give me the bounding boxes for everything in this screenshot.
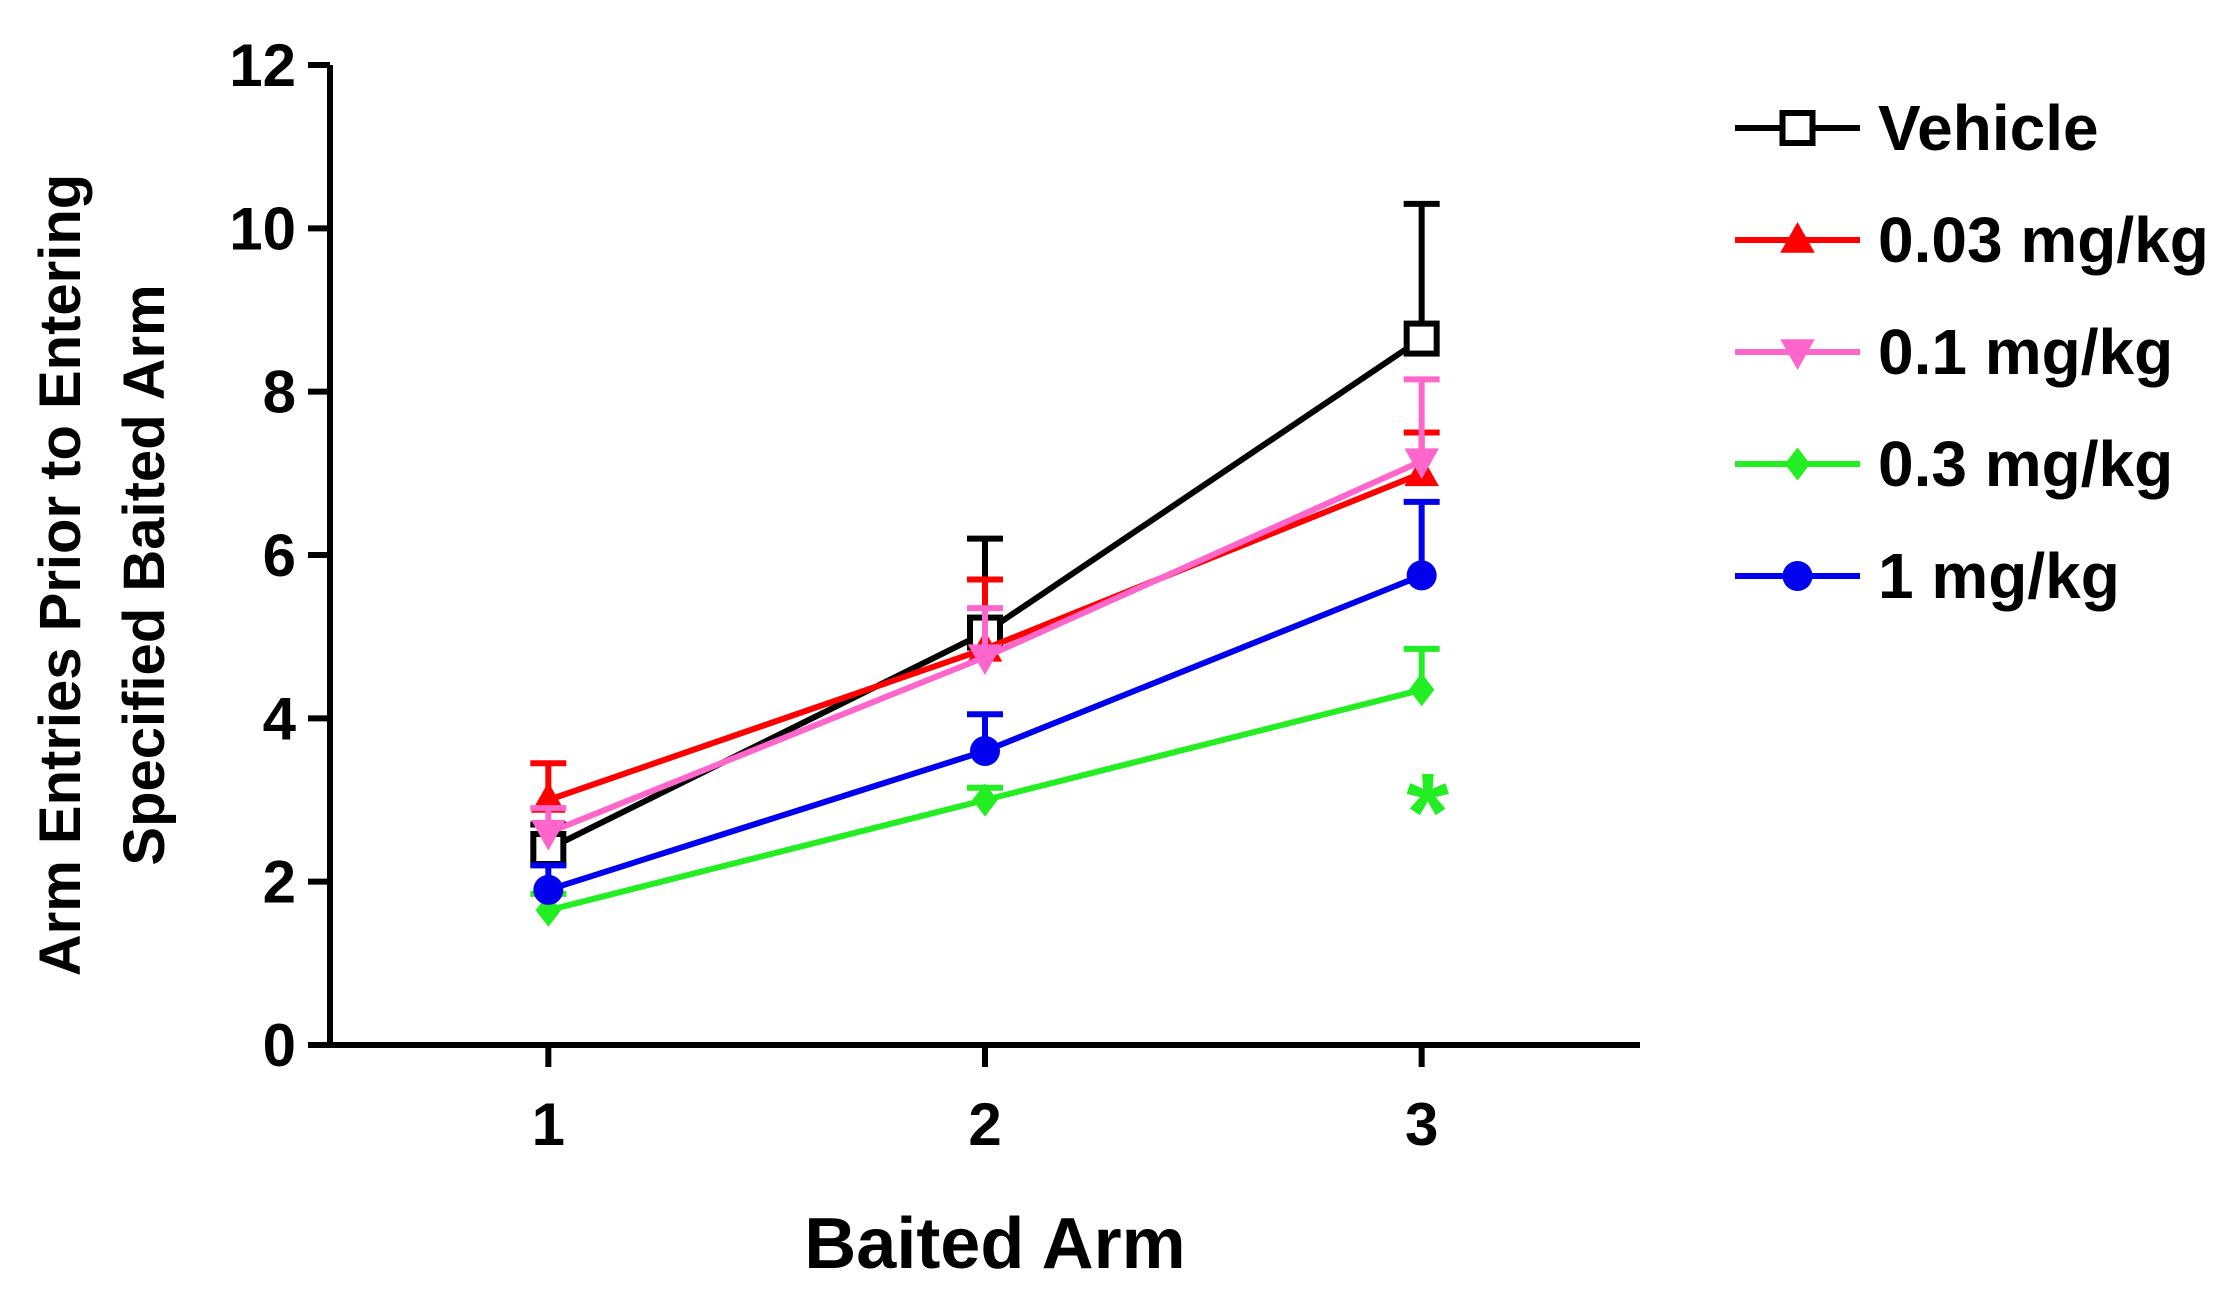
- y-tick-label: 0: [263, 1012, 296, 1079]
- legend-marker: [1779, 110, 1816, 146]
- legend-item: 1 mg/kg: [1735, 540, 2120, 612]
- y-tick-label: 4: [263, 685, 297, 752]
- y-tick-label: 8: [263, 359, 296, 426]
- legend-label: 0.3 mg/kg: [1878, 428, 2173, 500]
- data-point: [967, 644, 1003, 676]
- annotations: *: [1406, 751, 1449, 874]
- data-point: [533, 874, 564, 905]
- x-tick-label: 1: [532, 1091, 565, 1158]
- legend-item: 0.3 mg/kg: [1735, 428, 2173, 500]
- legend-item: Vehicle: [1735, 92, 2099, 164]
- legend-item: 0.03 mg/kg: [1735, 204, 2209, 276]
- y-axis-title-line: Arm Entries Prior to Entering: [28, 174, 93, 976]
- y-tick-label: 6: [263, 522, 296, 589]
- data-point: [1404, 448, 1439, 480]
- legend-label: 0.1 mg/kg: [1878, 316, 2173, 388]
- data-point: [1403, 320, 1440, 357]
- x-tick-label: 3: [1405, 1091, 1438, 1158]
- series-0-1-mg-kg: [530, 376, 1440, 851]
- data-point: [970, 736, 1000, 766]
- legend-marker: [1784, 447, 1811, 481]
- y-tick-label: 2: [263, 849, 296, 916]
- legend-marker: [1780, 222, 1815, 253]
- data-point: [1408, 673, 1435, 707]
- legend: Vehicle 0.03 mg/kg 0.1 mg/kg 0.3 mg/kg 1 mg/…: [1735, 92, 2209, 612]
- y-axis-title-line: Specified Baited Arm: [112, 284, 177, 865]
- legend-marker: [1780, 339, 1815, 370]
- x-axis-title: Baited Arm: [804, 1204, 1185, 1284]
- data-point: [1406, 560, 1437, 591]
- series-layer: [530, 200, 1440, 927]
- legend-label: 1 mg/kg: [1878, 540, 2120, 612]
- legend-item: 0.1 mg/kg: [1735, 316, 2173, 388]
- series-1-mg-kg: [530, 498, 1440, 905]
- legend-label: 0.03 mg/kg: [1878, 204, 2209, 276]
- significance-asterisk: *: [1406, 751, 1449, 874]
- legend-marker: [1782, 561, 1813, 591]
- y-tick-label: 12: [229, 32, 296, 99]
- x-tick-label: 2: [968, 1091, 1001, 1158]
- data-point: [972, 783, 998, 817]
- data-point: [531, 819, 566, 851]
- y-tick-label: 10: [229, 195, 296, 262]
- data-point: [531, 782, 566, 813]
- legend-label: Vehicle: [1878, 92, 2099, 164]
